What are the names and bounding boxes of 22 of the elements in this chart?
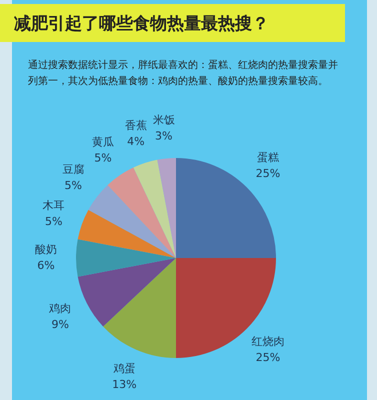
chart-title: 减肥引起了哪些食物热量最热搜？: [13, 12, 269, 34]
slice-label: 蛋糕: [256, 150, 279, 164]
slice-label: 鸡蛋: [112, 362, 136, 376]
slice-label: 米饭: [152, 113, 175, 126]
slice-label: 红烧肉: [251, 334, 284, 348]
slice-label: 鸡肉: [48, 302, 72, 315]
data-label: 13%: [112, 378, 137, 392]
data-label: 25%: [256, 166, 280, 180]
chart-subtitle: 通过搜索数据统计显示，胖纸最喜欢的：蛋糕、红烧肉的热量搜索量并列第一，其次为低热量食物：鸡肉的热量、酸奶的热量搜索量较高。: [28, 58, 338, 89]
slice-label: 豆腐: [62, 163, 84, 176]
data-label: 6%: [37, 258, 55, 272]
slice-label: 酸奶: [35, 242, 57, 256]
data-label: 4%: [127, 135, 145, 148]
data-label: 3%: [155, 129, 172, 142]
data-label: 25%: [256, 350, 280, 364]
slice-label: 黄瓜: [92, 135, 114, 148]
data-label: 5%: [94, 151, 112, 164]
data-label: 5%: [64, 179, 82, 192]
data-label: 9%: [51, 318, 69, 331]
data-label: 5%: [44, 214, 62, 228]
slice-label: 香蕉: [124, 119, 147, 132]
slice-label: 木耳: [42, 198, 65, 212]
